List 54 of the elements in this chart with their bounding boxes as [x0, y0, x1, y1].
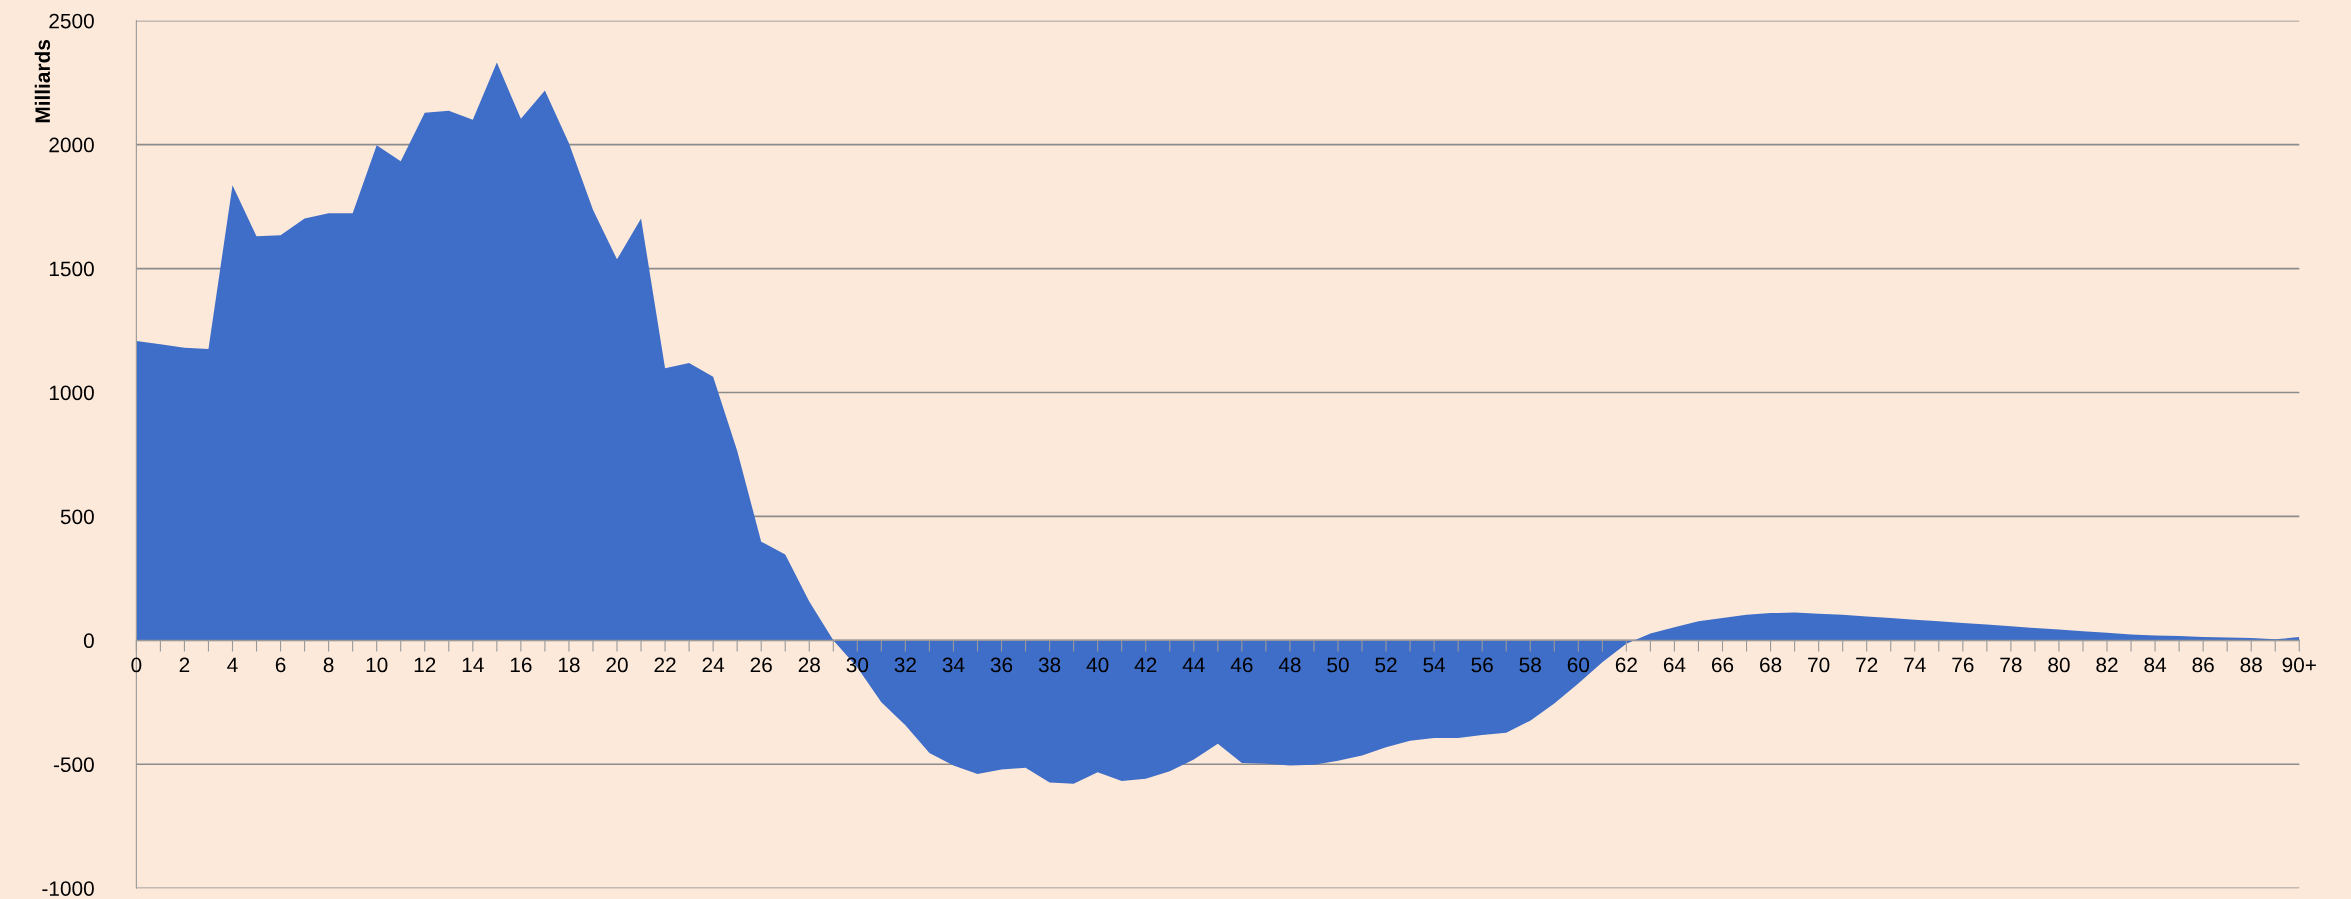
x-tick-label: 50 — [1327, 657, 1349, 673]
x-tick-label: 88 — [2240, 657, 2262, 673]
x-tick-label: 48 — [1278, 657, 1301, 673]
x-tick-label: 66 — [1711, 657, 1734, 673]
x-tick-label: 90+ — [2282, 657, 2316, 673]
x-tick-label: 84 — [2144, 657, 2167, 673]
x-tick-label: 78 — [2000, 657, 2022, 673]
x-tick-label: 54 — [1423, 657, 1446, 673]
x-tick-label: 18 — [558, 657, 580, 673]
x-tick-label: 2 — [179, 657, 190, 673]
x-tick-label: 20 — [606, 657, 628, 673]
y-tick-label: 2000 — [49, 137, 94, 153]
y-axis-title: Milliards — [34, 40, 51, 123]
x-tick-label: 44 — [1182, 657, 1205, 673]
y-tick-label: 0 — [83, 633, 94, 649]
x-tick-label: 74 — [1904, 657, 1926, 673]
y-tick-label: 2500 — [49, 13, 94, 29]
x-tick-label: 16 — [510, 657, 532, 673]
x-tick-label: 76 — [1952, 657, 1974, 673]
x-tick-label: 24 — [702, 657, 725, 673]
x-tick-label: 82 — [2096, 657, 2118, 673]
x-tick-label: 40 — [1086, 657, 1109, 673]
x-tick-label: 32 — [894, 657, 916, 673]
x-tick-label: 26 — [750, 657, 772, 673]
y-tick-label: 500 — [60, 509, 94, 525]
x-tick-label: 42 — [1134, 657, 1157, 673]
x-tick-label: 12 — [414, 657, 436, 673]
x-tick-label: 0 — [131, 657, 142, 673]
x-tick-label: 10 — [366, 657, 388, 673]
x-tick-label: 56 — [1471, 657, 1493, 673]
y-tick-label: -500 — [53, 757, 94, 773]
y-tick-label: 1500 — [49, 261, 94, 277]
x-tick-label: 36 — [990, 657, 1013, 673]
x-tick-label: 72 — [1856, 657, 1878, 673]
x-tick-label: 6 — [275, 657, 286, 673]
x-tick-label: 52 — [1375, 657, 1397, 673]
x-tick-label: 58 — [1519, 657, 1541, 673]
y-tick-label: 1000 — [49, 385, 94, 401]
x-tick-label: 22 — [654, 657, 676, 673]
x-tick-label: 64 — [1663, 657, 1686, 673]
x-tick-label: 70 — [1808, 657, 1830, 673]
x-tick-label: 68 — [1760, 657, 1782, 673]
y-tick-label: -1000 — [42, 881, 94, 896]
x-tick-label: 86 — [2192, 657, 2214, 673]
x-tick-label: 80 — [2048, 657, 2070, 673]
x-tick-label: 14 — [462, 657, 484, 673]
x-tick-label: 8 — [323, 657, 334, 673]
x-tick-label: 38 — [1038, 657, 1061, 673]
x-tick-label: 62 — [1615, 657, 1637, 673]
x-tick-label: 60 — [1567, 657, 1590, 673]
x-tick-label: 34 — [942, 657, 965, 673]
x-tick-label: 28 — [798, 657, 820, 673]
x-tick-label: 4 — [227, 657, 238, 673]
x-tick-label: 46 — [1230, 657, 1253, 673]
